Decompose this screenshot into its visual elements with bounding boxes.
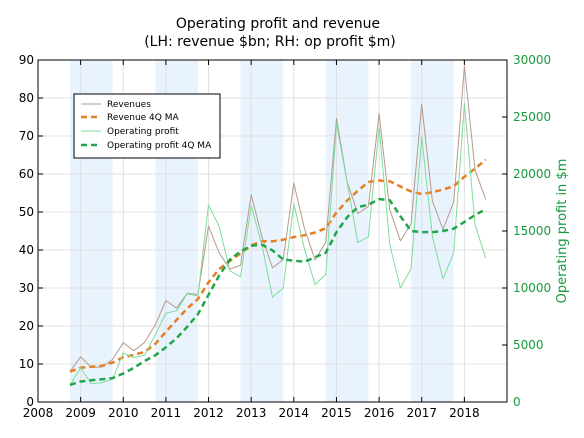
y-right-tick-label-0: 0 — [513, 395, 521, 409]
y-left-tick-label-80: 80 — [19, 91, 34, 105]
y-right-tick-label-10000: 10000 — [513, 281, 551, 295]
series-line-revenue-ma — [69, 158, 487, 373]
series-line-operating-profit-ma — [69, 197, 487, 387]
legend-box — [73, 93, 221, 159]
series-line-operating-profit — [69, 102, 487, 386]
legend: Revenues Revenue 4Q MA Operating profit … — [73, 93, 221, 159]
legend-label-op-profit-ma: Operating profit 4Q MA — [107, 141, 212, 151]
x-tick-label-2017: 2017 — [406, 406, 437, 420]
x-tick-label-2009: 2009 — [65, 406, 96, 420]
y-left-tick-label-70: 70 — [19, 129, 34, 143]
chart-title-line-1: Operating profit and revenue — [176, 16, 380, 32]
y-left-tick-label-30: 30 — [19, 281, 34, 295]
legend-label-revenue-ma: Revenue 4Q MA — [107, 113, 179, 123]
axis-ticks: 2008 2009 2010 2011 2012 2013 2014 2015 2016 2017… — [19, 53, 551, 420]
shaded-period-3 — [325, 60, 369, 402]
legend-label-revenues: Revenues — [107, 100, 151, 110]
x-tick-label-2016: 2016 — [364, 406, 395, 420]
legend-label-op-profit: Operating profit — [107, 127, 179, 137]
y-left-tick-label-0: 0 — [26, 395, 34, 409]
y-left-tick-label-60: 60 — [19, 167, 34, 181]
y-right-tick-label-20000: 20000 — [513, 167, 551, 181]
y-left-tick-label-20: 20 — [19, 319, 34, 333]
x-tick-label-2010: 2010 — [108, 406, 139, 420]
x-tick-label-2013: 2013 — [236, 406, 267, 420]
y-right-tick-label-5000: 5000 — [513, 338, 544, 352]
x-tick-label-2011: 2011 — [151, 406, 182, 420]
y-left-tick-label-10: 10 — [19, 357, 34, 371]
y-right-tick-label-30000: 30000 — [513, 53, 551, 67]
x-tick-label-2008: 2008 — [23, 406, 54, 420]
right-axis-label: Operating profit in $m — [555, 159, 570, 304]
x-tick-label-2018: 2018 — [449, 406, 480, 420]
y-left-tick-label-40: 40 — [19, 243, 34, 257]
y-right-tick-label-15000: 15000 — [513, 224, 551, 238]
y-left-tick-label-50: 50 — [19, 205, 34, 219]
x-tick-label-2014: 2014 — [279, 406, 310, 420]
y-left-tick-label-90: 90 — [19, 53, 34, 67]
x-tick-label-2012: 2012 — [193, 406, 224, 420]
y-right-tick-label-25000: 25000 — [513, 110, 551, 124]
chart-title-line-2: (LH: revenue $bn; RH: op profit $m) — [144, 34, 396, 50]
series-line-revenues — [69, 66, 487, 372]
x-tick-label-2015: 2015 — [321, 406, 352, 420]
series-lines — [69, 66, 487, 387]
